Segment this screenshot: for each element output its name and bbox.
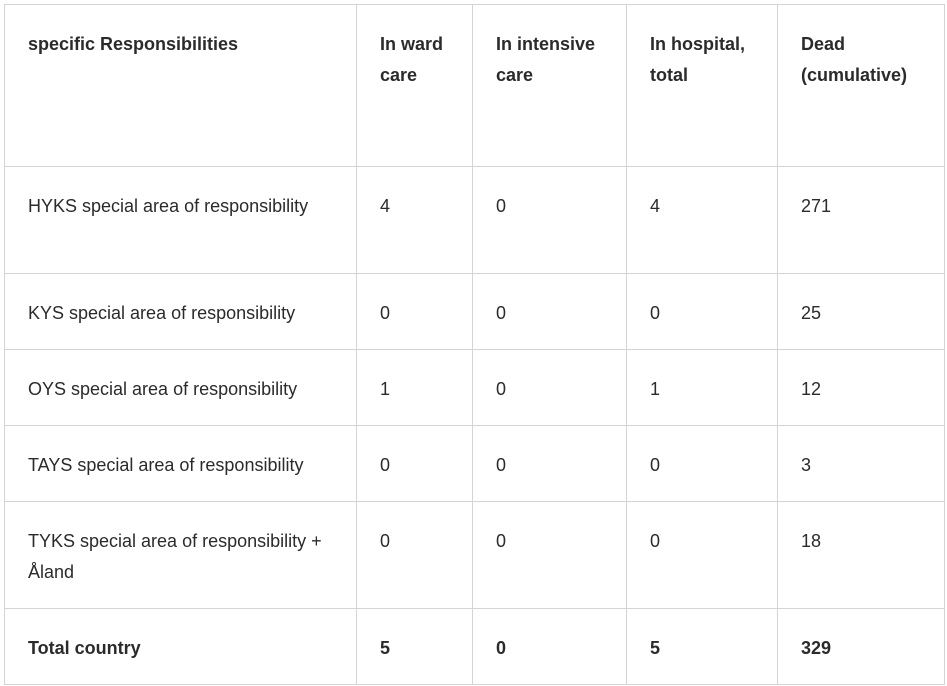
- table-row: TYKS special area of responsibility + Ål…: [4, 501, 945, 609]
- cell-dead: 3: [777, 425, 945, 502]
- cell-total-ward: 5: [356, 608, 473, 685]
- cell-dead: 18: [777, 501, 945, 609]
- table-body: HYKS special area of responsibility 4 0 …: [4, 166, 945, 685]
- cell-total-hospital: 5: [626, 608, 778, 685]
- cell-hospital: 0: [626, 425, 778, 502]
- cell-ward: 0: [356, 273, 473, 350]
- cell-area: HYKS special area of responsibility: [4, 166, 357, 274]
- header-dead-cumulative: Dead (cumulative): [777, 4, 945, 167]
- cell-ward: 1: [356, 349, 473, 426]
- total-row: Total country 5 0 5 329: [4, 608, 945, 685]
- table-row: TAYS special area of responsibility 0 0 …: [4, 425, 945, 502]
- header-in-ward-care: In ward care: [356, 4, 473, 167]
- table-header: specific Responsibilities In ward care I…: [4, 4, 945, 167]
- cell-dead: 12: [777, 349, 945, 426]
- cell-ward: 0: [356, 501, 473, 609]
- hospital-care-table: specific Responsibilities In ward care I…: [4, 4, 945, 685]
- table-row: OYS special area of responsibility 1 0 1…: [4, 349, 945, 426]
- cell-icu: 0: [472, 425, 627, 502]
- table-row: KYS special area of responsibility 0 0 0…: [4, 273, 945, 350]
- cell-ward: 0: [356, 425, 473, 502]
- header-responsibilities: specific Responsibilities: [4, 4, 357, 167]
- cell-hospital: 4: [626, 166, 778, 274]
- header-row: specific Responsibilities In ward care I…: [4, 4, 945, 167]
- header-in-hospital-total: In hospital, total: [626, 4, 778, 167]
- cell-icu: 0: [472, 501, 627, 609]
- cell-total-dead: 329: [777, 608, 945, 685]
- cell-area: TYKS special area of responsibility + Ål…: [4, 501, 357, 609]
- cell-total-icu: 0: [472, 608, 627, 685]
- table-row: HYKS special area of responsibility 4 0 …: [4, 166, 945, 274]
- cell-hospital: 1: [626, 349, 778, 426]
- cell-icu: 0: [472, 273, 627, 350]
- cell-hospital: 0: [626, 501, 778, 609]
- cell-ward: 4: [356, 166, 473, 274]
- cell-area: KYS special area of responsibility: [4, 273, 357, 350]
- cell-dead: 271: [777, 166, 945, 274]
- cell-hospital: 0: [626, 273, 778, 350]
- cell-icu: 0: [472, 166, 627, 274]
- header-in-intensive-care: In intensive care: [472, 4, 627, 167]
- cell-area: TAYS special area of responsibility: [4, 425, 357, 502]
- cell-total-label: Total country: [4, 608, 357, 685]
- cell-icu: 0: [472, 349, 627, 426]
- cell-area: OYS special area of responsibility: [4, 349, 357, 426]
- cell-dead: 25: [777, 273, 945, 350]
